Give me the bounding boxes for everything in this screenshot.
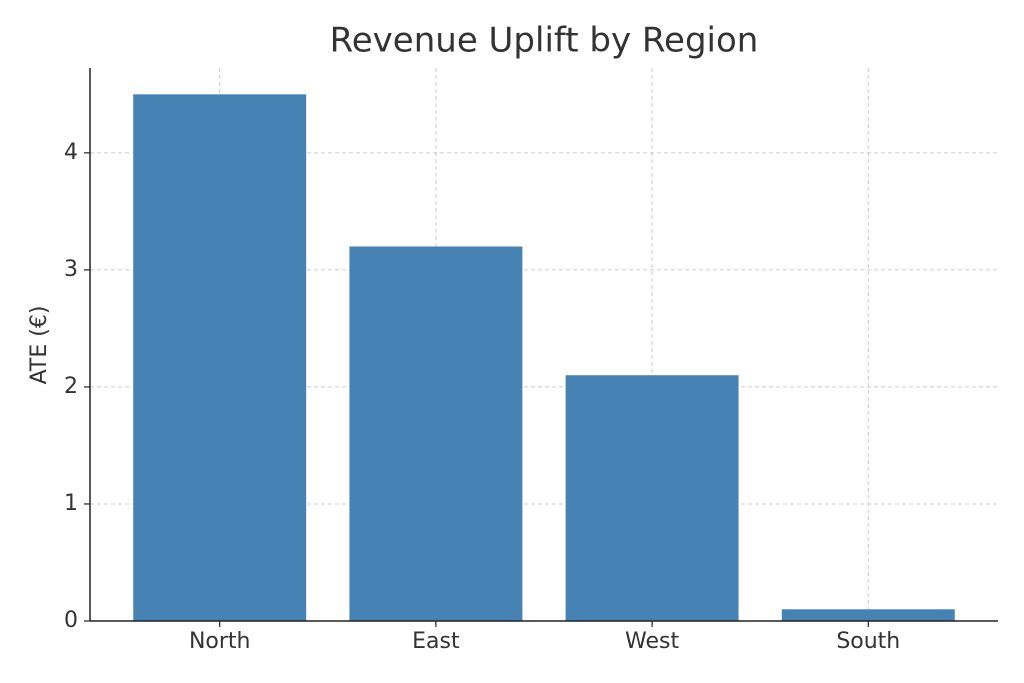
bar — [565, 375, 739, 621]
x-tick-label: East — [412, 629, 460, 654]
x-tick-label: North — [189, 629, 251, 654]
chart-title: Revenue Uplift by Region — [330, 21, 759, 61]
y-tick-label: 4 — [64, 140, 78, 165]
x-tick-label: South — [836, 629, 900, 654]
y-axis-label: ATE (€) — [27, 306, 52, 385]
bar — [781, 609, 955, 621]
y-tick-label: 0 — [64, 608, 78, 633]
x-tick-label: West — [625, 629, 679, 654]
bar — [349, 246, 523, 621]
y-tick-label: 1 — [64, 491, 78, 516]
y-tick-label: 2 — [64, 374, 78, 399]
y-tick-label: 3 — [64, 257, 78, 282]
bar — [133, 94, 307, 622]
